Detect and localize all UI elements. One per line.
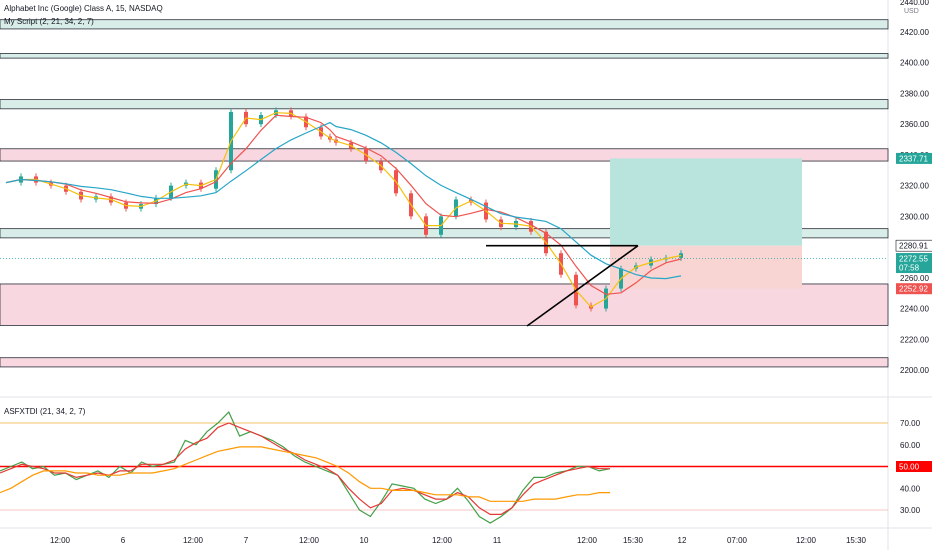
zone-6 xyxy=(0,357,889,368)
time-tick: 12:00 xyxy=(299,536,320,545)
price-tick: 2220.00 xyxy=(900,335,929,344)
script-legend[interactable]: My Script (2, 21, 34, 2, 7) xyxy=(4,17,94,26)
symbol-legend[interactable]: Alphabet Inc (Google) Class A, 15, NASDA… xyxy=(4,4,163,13)
price-tick: 2420.00 xyxy=(900,28,929,37)
stop-zone xyxy=(610,245,802,289)
price-tick: 2260.00 xyxy=(900,274,929,283)
time-tick: 12 xyxy=(678,536,687,545)
price-tick: 2400.00 xyxy=(900,59,929,68)
zone-2 xyxy=(0,99,889,110)
ema-mid-line xyxy=(5,114,682,295)
support-trendline xyxy=(526,245,639,327)
zone-3 xyxy=(0,148,889,162)
price-tag-label: 2272.55 xyxy=(899,255,928,264)
time-tick: 6 xyxy=(121,536,126,545)
osc-tick: 60.00 xyxy=(900,441,921,450)
zone-0 xyxy=(0,19,889,30)
price-tick: 2440.00 xyxy=(900,0,929,7)
osc-tag-50 xyxy=(896,461,932,472)
osc-tick: 30.00 xyxy=(900,506,921,515)
ema-fast-line xyxy=(5,112,682,308)
price-tag-label: 2280.91 xyxy=(899,242,928,251)
osc-line-mid xyxy=(0,422,610,515)
price-tick: 2360.00 xyxy=(900,120,929,129)
time-tick: 11 xyxy=(493,536,502,545)
countdown-label: 07:58 xyxy=(899,264,920,273)
price-tag-stop xyxy=(896,283,932,295)
time-tick: 12:00 xyxy=(432,536,453,545)
osc-tag-label: 50.00 xyxy=(899,463,920,472)
time-tick: 15:30 xyxy=(623,536,644,545)
zone-5 xyxy=(0,283,889,326)
osc-line-slow xyxy=(0,446,610,502)
price-tag-target xyxy=(896,152,932,164)
price-tick: 2320.00 xyxy=(900,182,929,191)
price-tick: 2300.00 xyxy=(900,212,929,221)
price-tick: 2380.00 xyxy=(900,89,929,98)
target-zone xyxy=(610,158,802,246)
osc-tick: 40.00 xyxy=(900,484,921,493)
time-tick: 12:00 xyxy=(577,536,598,545)
time-tick: 12:00 xyxy=(50,536,71,545)
time-tick: 10 xyxy=(360,536,369,545)
time-tick: 12:00 xyxy=(796,536,817,545)
price-tag-label: 2252.92 xyxy=(899,285,928,294)
ema-slow-line xyxy=(5,121,682,280)
price-tick: 2200.00 xyxy=(900,366,929,375)
price-tag-last xyxy=(896,253,932,274)
time-tick: 12:00 xyxy=(183,536,204,545)
zone-4 xyxy=(0,228,889,239)
price-tick: 2240.00 xyxy=(900,305,929,314)
time-tick: 7 xyxy=(244,536,249,545)
zone-1 xyxy=(0,53,889,59)
price-tag-entry xyxy=(895,239,932,252)
time-tick: 07:00 xyxy=(727,536,748,545)
osc-line-fast xyxy=(0,411,611,524)
price-tag-label: 2337.71 xyxy=(899,154,928,163)
osc-tick: 70.00 xyxy=(900,419,921,428)
currency-label: USD xyxy=(904,8,919,15)
time-tick: 15:30 xyxy=(846,536,867,545)
indicator-legend[interactable]: ASFXTDI (21, 34, 2, 7) xyxy=(4,407,86,416)
